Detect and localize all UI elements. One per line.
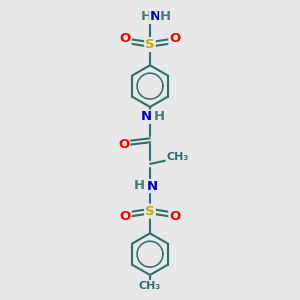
Text: O: O (119, 32, 130, 45)
Text: S: S (145, 38, 155, 51)
Text: H: H (134, 179, 145, 192)
Text: O: O (169, 210, 181, 223)
Text: S: S (145, 205, 155, 218)
Text: CH₃: CH₃ (139, 280, 161, 291)
Text: H: H (160, 10, 171, 23)
Text: O: O (118, 138, 129, 151)
Text: N: N (147, 180, 158, 193)
Text: N: N (149, 10, 161, 23)
Text: CH₃: CH₃ (166, 152, 188, 162)
Text: N: N (141, 110, 152, 123)
Text: H: H (141, 10, 152, 23)
Text: H: H (154, 110, 165, 123)
Text: O: O (119, 210, 130, 223)
Text: O: O (169, 32, 181, 45)
